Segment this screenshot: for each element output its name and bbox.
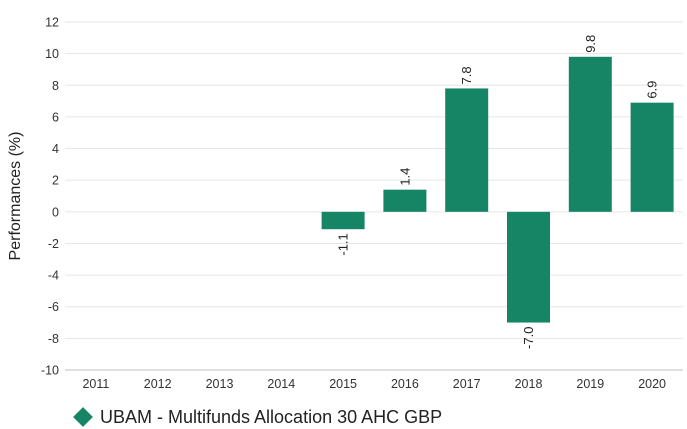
- bar: [445, 88, 489, 212]
- data-label: 1.4: [397, 168, 412, 186]
- bar: [568, 56, 612, 212]
- y-tick-label: -10: [41, 364, 59, 378]
- y-tick-label: 4: [52, 142, 59, 156]
- y-tick-label: -4: [48, 269, 59, 283]
- x-tick-label: 2015: [329, 377, 357, 391]
- y-tick-label: 6: [52, 110, 59, 124]
- x-tick-label: 2018: [515, 377, 543, 391]
- data-labels: -1.1 1.4 7.8 -7.0 9.8 6.9: [336, 35, 660, 349]
- data-label: -1.1: [336, 233, 351, 255]
- legend-label: UBAM - Multifunds Allocation 30 AHC GBP: [100, 406, 443, 427]
- y-tick-label: 10: [45, 47, 59, 61]
- data-label: -7.0: [521, 327, 536, 349]
- y-axis-title: Performances (%): [7, 132, 24, 261]
- data-label: 7.8: [459, 66, 474, 84]
- x-tick-label: 2011: [82, 377, 109, 391]
- y-tick-label: 0: [52, 205, 59, 219]
- y-tick-label: 8: [52, 79, 59, 93]
- y-axis-ticks: -10 -8 -6 -4 -2 0 2 4 6 8 10 12: [41, 16, 59, 378]
- bar: [507, 211, 550, 323]
- x-tick-label: 2014: [267, 377, 295, 391]
- y-tick-label: -2: [48, 237, 59, 251]
- x-tick-label: 2012: [144, 377, 172, 391]
- x-tick-label: 2013: [206, 377, 234, 391]
- bar: [383, 189, 427, 212]
- x-axis-ticks: 2011 2012 2013 2014 2015 2016 2017 2018 2019 2020: [82, 377, 666, 391]
- legend-marker-icon: [73, 407, 93, 427]
- bar: [630, 102, 674, 212]
- bar: [321, 211, 365, 230]
- x-tick-label: 2020: [638, 377, 666, 391]
- y-tick-label: 2: [52, 174, 59, 188]
- x-tick-label: 2016: [391, 377, 419, 391]
- y-tick-label: -6: [48, 300, 59, 314]
- data-label: 9.8: [583, 35, 598, 53]
- data-label: 6.9: [645, 81, 660, 99]
- y-tick-label: 12: [45, 16, 59, 30]
- bars: [321, 56, 674, 323]
- y-tick-label: -8: [48, 332, 59, 346]
- x-tick-label: 2017: [453, 377, 481, 391]
- legend: UBAM - Multifunds Allocation 30 AHC GBP: [72, 405, 442, 429]
- x-tick-label: 2019: [576, 377, 604, 391]
- bar-chart: -10 -8 -6 -4 -2 0 2 4 6 8 10 12 -1.1 1.4 7.8 -7.0 9.8 6.…: [7, 16, 683, 391]
